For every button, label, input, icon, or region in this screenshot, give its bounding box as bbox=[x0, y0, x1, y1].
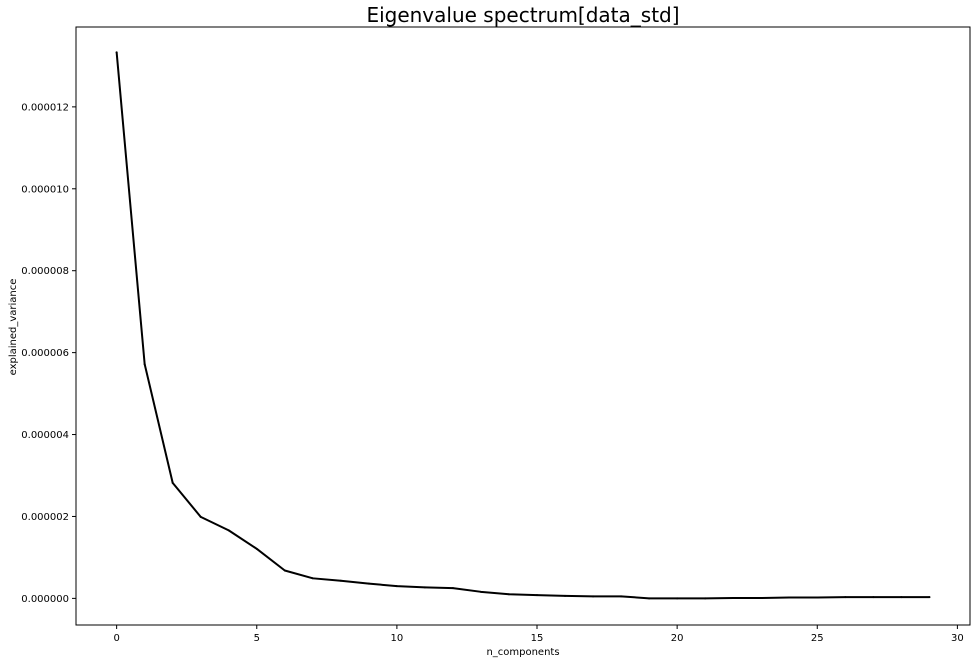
data-point bbox=[367, 582, 370, 585]
x-tick-label: 15 bbox=[531, 633, 544, 644]
data-point bbox=[648, 597, 651, 600]
y-axis-label: explained_variance bbox=[8, 279, 19, 376]
x-axis-label: n_components bbox=[486, 647, 559, 658]
data-point bbox=[171, 481, 174, 484]
data-point bbox=[704, 597, 707, 600]
data-point bbox=[620, 595, 623, 598]
data-point bbox=[872, 596, 875, 599]
data-point bbox=[788, 596, 791, 599]
y-tick-label: 0.000012 bbox=[21, 102, 69, 113]
data-point bbox=[423, 586, 426, 589]
data-point bbox=[676, 597, 679, 600]
data-point bbox=[592, 595, 595, 598]
data-point bbox=[143, 363, 146, 366]
data-point bbox=[283, 569, 286, 572]
data-point bbox=[227, 529, 230, 532]
y-tick-label: 0.000002 bbox=[21, 512, 69, 523]
x-tick-label: 30 bbox=[951, 633, 964, 644]
data-point bbox=[199, 515, 202, 518]
x-tick-label: 5 bbox=[254, 633, 260, 644]
y-tick-label: 0.000006 bbox=[21, 348, 69, 359]
x-axis: 0 5 10 15 20 25 30 bbox=[113, 625, 964, 644]
y-tick-label: 0.000010 bbox=[21, 184, 69, 195]
data-point bbox=[732, 596, 735, 599]
y-axis: 0.000000 0.000002 0.000004 0.000006 0.000008… bbox=[21, 102, 76, 605]
data-point bbox=[255, 547, 258, 550]
data-point bbox=[536, 594, 539, 597]
data-point bbox=[339, 579, 342, 582]
data-point bbox=[928, 596, 931, 599]
y-tick-label: 0.000000 bbox=[21, 594, 69, 605]
data-point bbox=[844, 596, 847, 599]
y-tick-label: 0.000008 bbox=[21, 266, 69, 277]
data-point bbox=[760, 596, 763, 599]
data-point bbox=[816, 596, 819, 599]
data-point bbox=[115, 51, 118, 54]
chart-title: Eigenvalue spectrum[data_std] bbox=[366, 3, 679, 27]
x-tick-label: 20 bbox=[671, 633, 684, 644]
data-point bbox=[395, 585, 398, 588]
data-point bbox=[507, 593, 510, 596]
data-point bbox=[479, 590, 482, 593]
x-tick-label: 25 bbox=[811, 633, 824, 644]
plot-area bbox=[75, 26, 971, 626]
x-tick-label: 10 bbox=[391, 633, 404, 644]
data-point bbox=[900, 596, 903, 599]
data-point bbox=[564, 594, 567, 597]
series-layer bbox=[115, 51, 931, 600]
x-tick-label: 0 bbox=[113, 633, 119, 644]
data-point bbox=[311, 577, 314, 580]
data-point bbox=[451, 587, 454, 590]
y-tick-label: 0.000004 bbox=[21, 430, 69, 441]
series-line bbox=[115, 51, 931, 600]
